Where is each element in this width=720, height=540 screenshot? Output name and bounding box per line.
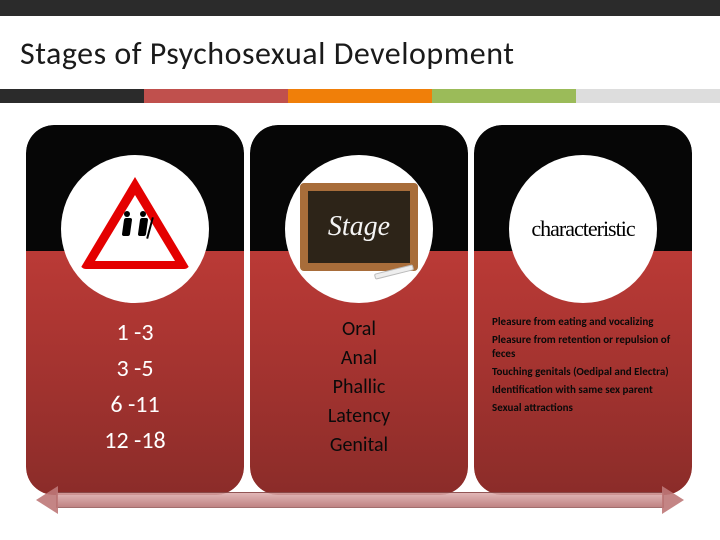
stage-item: Genital — [262, 431, 456, 460]
strip-segment — [576, 89, 720, 103]
card-characteristics: characteristic Pleasure from eating and … — [474, 125, 692, 495]
content-row: 1 -3 3 -5 6 -11 12 -18 Stage Oral Anal P… — [0, 103, 720, 495]
strip-segment — [144, 89, 288, 103]
characteristic-text-icon: characteristic — [509, 155, 657, 303]
stages-list: Oral Anal Phallic Latency Genital — [250, 315, 468, 460]
char-item: Pleasure from retention or repulsion of … — [486, 333, 680, 361]
color-strip — [0, 89, 720, 103]
characteristic-label: characteristic — [531, 216, 634, 242]
char-item: Pleasure from eating and vocalizing — [486, 315, 680, 329]
double-arrow-icon — [40, 486, 680, 514]
age-item: 1 -3 — [38, 315, 232, 351]
stage-item: Latency — [262, 402, 456, 431]
stage-item: Phallic — [262, 373, 456, 402]
header-bar — [0, 0, 720, 16]
char-item: Identification with same sex parent — [486, 383, 680, 397]
card-ages: 1 -3 3 -5 6 -11 12 -18 — [26, 125, 244, 495]
chalk-icon — [374, 264, 414, 279]
age-item: 3 -5 — [38, 351, 232, 387]
elderly-figures-icon — [121, 211, 149, 241]
page-title: Stages of Psychosexual Development — [0, 16, 720, 89]
char-item: Sexual attractions — [486, 401, 680, 415]
ages-list: 1 -3 3 -5 6 -11 12 -18 — [26, 315, 244, 459]
card-stages: Stage Oral Anal Phallic Latency Genital — [250, 125, 468, 495]
strip-segment — [432, 89, 576, 103]
char-item: Touching genitals (Oedipal and Electra) — [486, 365, 680, 379]
strip-segment — [0, 89, 144, 103]
age-item: 6 -11 — [38, 387, 232, 423]
characteristics-list: Pleasure from eating and vocalizing Plea… — [474, 315, 692, 419]
stage-item: Oral — [262, 315, 456, 344]
strip-segment — [288, 89, 432, 103]
chalkboard-label: Stage — [328, 211, 390, 243]
age-item: 12 -18 — [38, 423, 232, 459]
stage-chalkboard-icon: Stage — [285, 155, 433, 303]
stage-item: Anal — [262, 344, 456, 373]
